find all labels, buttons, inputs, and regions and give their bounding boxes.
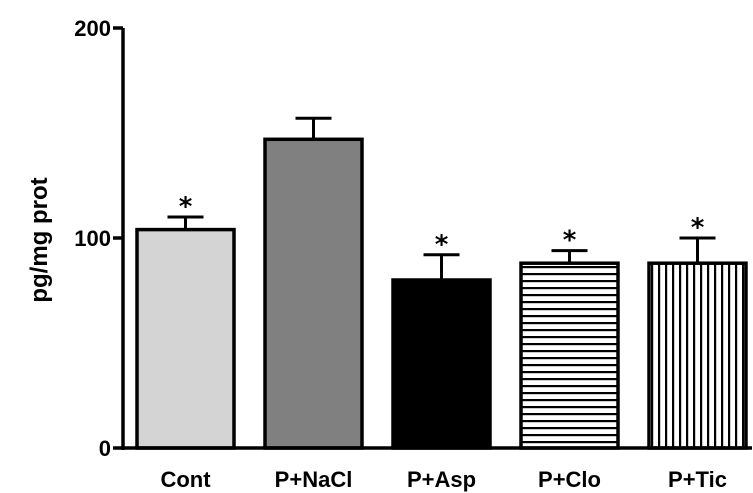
y-tick-label: 200: [74, 16, 111, 41]
labels-layer: * Cont P+NaCl * P+Asp * P+Clo * P+Tic 0 100 200: [74, 16, 727, 492]
y-axis: [113, 26, 752, 450]
y-tick-label: 100: [74, 226, 111, 251]
bar: [647, 261, 748, 450]
y-tick-label: 0: [99, 436, 111, 461]
x-tick-label: Cont: [160, 467, 211, 492]
y-axis-title: pg/mg prot: [26, 177, 53, 302]
significance-marker: *: [691, 213, 705, 243]
bar: [391, 278, 492, 450]
bars-layer: [135, 116, 748, 450]
bar: [519, 261, 620, 450]
bar: [263, 137, 364, 450]
significance-marker: *: [563, 226, 577, 256]
significance-marker: *: [435, 230, 449, 260]
x-tick-label: P+NaCl: [275, 467, 353, 492]
bar: [135, 227, 236, 450]
x-tick-label: P+Asp: [407, 467, 476, 492]
significance-marker: *: [179, 192, 193, 222]
x-tick-label: P+Clo: [538, 467, 601, 492]
x-tick-label: P+Tic: [668, 467, 727, 492]
